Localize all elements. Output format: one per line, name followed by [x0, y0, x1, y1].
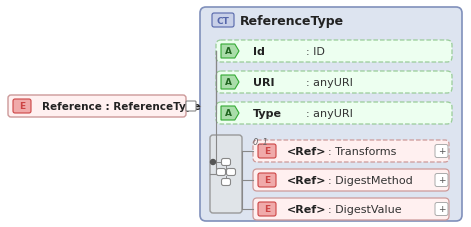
FancyBboxPatch shape	[258, 173, 276, 187]
Text: <Ref>: <Ref>	[287, 146, 326, 156]
Polygon shape	[221, 76, 239, 90]
FancyBboxPatch shape	[200, 8, 462, 221]
FancyBboxPatch shape	[258, 144, 276, 158]
FancyBboxPatch shape	[221, 179, 230, 186]
Text: E: E	[19, 102, 25, 111]
FancyBboxPatch shape	[435, 203, 448, 216]
Text: : ID: : ID	[306, 47, 325, 57]
FancyBboxPatch shape	[435, 145, 448, 158]
FancyBboxPatch shape	[253, 169, 449, 191]
Text: : anyURI: : anyURI	[306, 109, 353, 118]
Text: Type: Type	[253, 109, 282, 118]
Text: URI: URI	[253, 78, 275, 88]
FancyBboxPatch shape	[217, 169, 226, 176]
Text: +: +	[438, 205, 445, 214]
Text: Id: Id	[253, 47, 265, 57]
FancyBboxPatch shape	[253, 140, 449, 162]
Polygon shape	[221, 45, 239, 59]
Text: : anyURI: : anyURI	[306, 78, 353, 88]
Text: A: A	[225, 47, 232, 56]
FancyBboxPatch shape	[221, 159, 230, 166]
FancyBboxPatch shape	[258, 202, 276, 216]
Text: +: +	[438, 176, 445, 185]
Text: ReferenceType: ReferenceType	[240, 15, 344, 27]
Text: E: E	[264, 176, 270, 185]
Text: 0..1: 0..1	[253, 138, 269, 147]
Polygon shape	[221, 106, 239, 121]
Text: CT: CT	[217, 16, 229, 25]
FancyBboxPatch shape	[212, 14, 234, 28]
Text: : DigestMethod: : DigestMethod	[328, 175, 413, 185]
FancyBboxPatch shape	[8, 96, 186, 118]
FancyBboxPatch shape	[435, 174, 448, 187]
FancyBboxPatch shape	[186, 101, 196, 111]
Text: A: A	[225, 78, 232, 87]
Text: E: E	[264, 147, 270, 156]
Text: Reference : ReferenceType: Reference : ReferenceType	[42, 101, 201, 111]
FancyBboxPatch shape	[227, 169, 236, 176]
FancyBboxPatch shape	[216, 103, 452, 124]
Text: +: +	[438, 147, 445, 156]
Text: <Ref>: <Ref>	[287, 204, 326, 214]
FancyBboxPatch shape	[13, 100, 31, 114]
Text: : DigestValue: : DigestValue	[328, 204, 402, 214]
FancyBboxPatch shape	[210, 135, 242, 213]
Text: A: A	[225, 109, 232, 118]
Text: : Transforms: : Transforms	[328, 146, 397, 156]
Circle shape	[211, 160, 216, 165]
FancyBboxPatch shape	[216, 41, 452, 63]
FancyBboxPatch shape	[216, 72, 452, 94]
Text: E: E	[264, 205, 270, 214]
Text: <Ref>: <Ref>	[287, 175, 326, 185]
FancyBboxPatch shape	[253, 198, 449, 220]
